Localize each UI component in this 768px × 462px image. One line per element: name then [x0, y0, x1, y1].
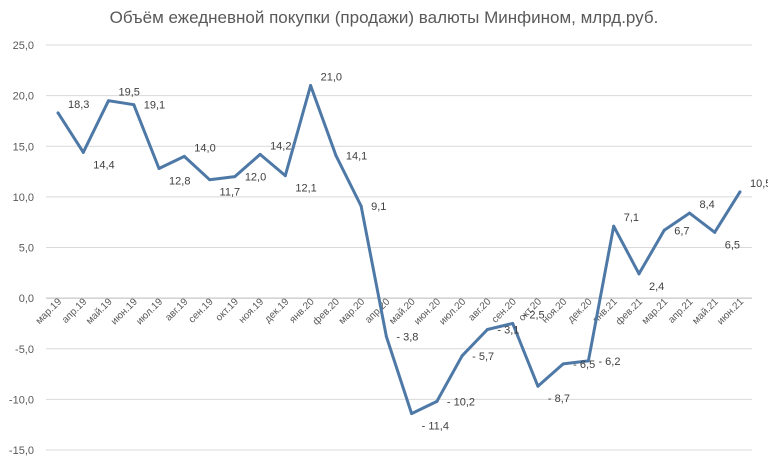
y-tick-label: -15,0: [9, 445, 34, 457]
x-tick-label: фев.21: [613, 295, 645, 327]
data-point: [713, 230, 717, 234]
x-tick-label: фев.20: [310, 295, 342, 327]
data-point: [384, 335, 388, 339]
data-label: - 10,2: [447, 396, 475, 408]
data-point: [81, 150, 85, 154]
x-tick-label: авг.19: [163, 296, 190, 323]
data-point: [536, 384, 540, 388]
x-tick-label: дек.20: [566, 296, 595, 325]
x-tick-label: дек.19: [263, 296, 292, 325]
data-point: [410, 412, 414, 416]
series-line: [56, 84, 742, 416]
data-point: [435, 399, 439, 403]
data-label: 21,0: [321, 72, 342, 84]
x-tick-label: май.21: [691, 296, 722, 327]
x-tick-label: май.20: [387, 296, 418, 327]
data-point: [637, 272, 641, 276]
data-point: [56, 111, 60, 115]
data-label: 12,1: [295, 183, 316, 195]
x-tick-label: мар.19: [34, 296, 65, 327]
y-tick-label: 20,0: [13, 91, 34, 103]
data-point: [485, 328, 489, 332]
chart-title: Объём ежедневной покупки (продажи) валют…: [109, 8, 659, 27]
data-label: - 6,2: [598, 356, 620, 368]
data-point: [258, 152, 262, 156]
data-label: - 3,1: [497, 325, 519, 337]
data-point: [612, 224, 616, 228]
data-label: 8,4: [699, 199, 714, 211]
data-label: 12,0: [245, 172, 266, 184]
data-label: 19,1: [144, 100, 165, 112]
data-point: [132, 103, 136, 107]
data-label: 7,1: [624, 212, 639, 224]
data-label: 14,0: [194, 142, 215, 154]
y-tick-label: -5,0: [15, 344, 34, 356]
data-point: [233, 175, 237, 179]
data-label: 14,1: [346, 150, 367, 162]
y-tick-label: 0,0: [19, 293, 34, 305]
data-label: 9,1: [371, 201, 386, 213]
data-point: [511, 321, 515, 325]
data-point: [586, 359, 590, 363]
y-tick-label: -10,0: [9, 394, 34, 406]
data-label: - 6,5: [573, 359, 595, 371]
y-tick-label: 25,0: [13, 40, 34, 52]
data-label: 6,7: [674, 225, 689, 237]
x-tick-label: июн.20: [412, 296, 443, 327]
x-tick-label: июн.21: [715, 296, 746, 327]
y-tick-label: 5,0: [19, 243, 34, 255]
data-point: [561, 362, 565, 366]
x-tick-label: май.19: [84, 296, 115, 327]
data-point: [738, 190, 742, 194]
x-tick-label: сен.19: [187, 296, 216, 325]
data-label: 18,3: [68, 99, 89, 111]
data-point: [283, 174, 287, 178]
data-point: [309, 84, 313, 87]
x-tick-label: июл.20: [437, 296, 468, 327]
data-label: 6,5: [725, 239, 740, 251]
x-tick-label: июл.19: [134, 296, 165, 327]
x-tick-label: авг.20: [467, 296, 494, 323]
x-tick-label: мар.20: [337, 296, 368, 327]
data-label: 14,4: [93, 159, 114, 171]
data-point: [157, 167, 161, 171]
data-point: [334, 153, 338, 157]
data-point: [107, 99, 111, 103]
data-point: [687, 211, 691, 215]
y-tick-label: 10,0: [13, 192, 34, 204]
data-label: 2,4: [649, 281, 664, 293]
data-label: - 5,7: [472, 351, 494, 363]
x-tick-label: мар.21: [640, 296, 671, 327]
data-label: - 2,5: [523, 309, 545, 321]
data-label: 12,8: [169, 176, 190, 188]
data-point: [208, 178, 212, 182]
x-tick-label: ноя.19: [237, 296, 267, 326]
data-label: 14,2: [270, 140, 291, 152]
data-point: [460, 354, 464, 358]
y-tick-label: 15,0: [13, 141, 34, 153]
data-point: [359, 204, 363, 208]
data-label: 10,5: [750, 178, 768, 190]
x-tick-label: июн.19: [109, 296, 140, 327]
x-tick-label: сен.20: [490, 296, 519, 325]
data-point: [662, 228, 666, 232]
data-point: [182, 154, 186, 158]
data-label: - 11,4: [422, 421, 449, 433]
data-label: - 8,7: [548, 393, 570, 405]
data-label: - 3,8: [396, 332, 418, 344]
data-label: 19,5: [119, 87, 140, 99]
data-label: 11,7: [220, 187, 241, 199]
